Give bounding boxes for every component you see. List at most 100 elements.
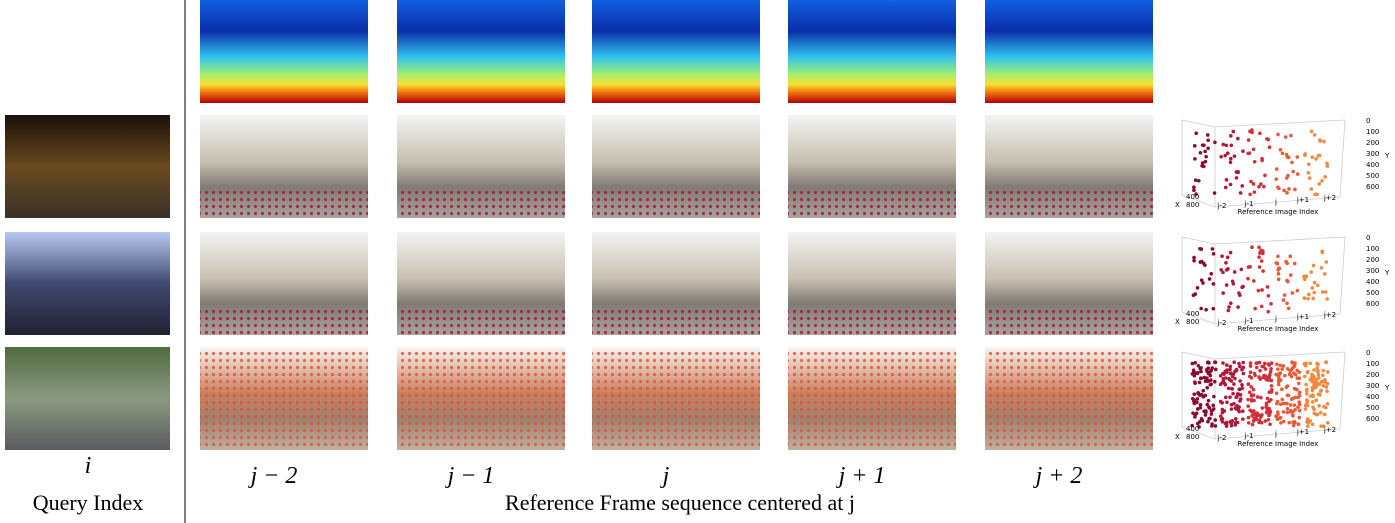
scatter-dot	[1204, 308, 1208, 312]
scatter-dot	[1312, 291, 1316, 295]
keypoint-overlay	[397, 307, 565, 335]
index-tick-label: j-1	[1244, 432, 1254, 440]
scatter-dot	[1198, 381, 1202, 385]
scatter-dot	[1317, 373, 1321, 377]
index-tick-label: j+1	[1296, 428, 1309, 436]
scatter-dot	[1212, 395, 1216, 399]
scatter-dot	[1285, 385, 1289, 389]
scatter-dot	[1314, 157, 1318, 161]
y-tick-label: 0	[1366, 117, 1370, 125]
scatter-dot	[1193, 292, 1197, 296]
scatter-dot	[1265, 137, 1269, 141]
scatter-dot	[1260, 159, 1264, 163]
scatter-dot	[1269, 370, 1273, 374]
scatter-dot	[1284, 260, 1288, 264]
scatter-dot	[1282, 364, 1286, 368]
scatter-dot	[1250, 128, 1254, 132]
scatter-dot	[1305, 389, 1309, 393]
scatter-dot	[1269, 367, 1273, 371]
keypoint-overlay	[788, 307, 956, 335]
scatter-dot	[1277, 383, 1281, 387]
scatter-dot	[1282, 189, 1286, 193]
index-tick-label: j-2	[1217, 319, 1227, 327]
scatter-dot	[1260, 406, 1264, 410]
scatter-dot	[1287, 307, 1291, 311]
scatter-dot	[1321, 251, 1325, 255]
scatter-dot	[1303, 278, 1307, 282]
scatter-dot	[1236, 305, 1240, 309]
scatter-dot	[1238, 399, 1242, 403]
scatter-dot	[1238, 294, 1242, 298]
scatter-dot	[1308, 361, 1312, 365]
scatter-dot	[1227, 305, 1231, 309]
scatter-dot	[1232, 382, 1236, 386]
scatter-dot	[1193, 144, 1197, 148]
scatter-dot	[1199, 376, 1203, 380]
scatter-dot	[1313, 133, 1317, 137]
scatter-dot	[1263, 174, 1267, 178]
scatter-dot	[1236, 170, 1240, 174]
scatter-dot	[1295, 155, 1299, 159]
scatter-dot	[1233, 270, 1237, 274]
scatter-dot	[1285, 153, 1289, 157]
scatter-dot	[1314, 398, 1318, 402]
scatter-dot	[1309, 270, 1313, 274]
scatter-dot	[1307, 293, 1311, 297]
scatter-dot	[1281, 152, 1285, 156]
scatter-dot	[1223, 382, 1227, 386]
scatter-dot	[1303, 375, 1307, 379]
scatter-dot	[1224, 261, 1228, 265]
frame-label: j + 1	[836, 463, 886, 489]
scatter-dot	[1293, 408, 1297, 412]
scatter-dot	[1223, 154, 1227, 158]
depth-map	[200, 0, 368, 103]
x-tick-label: 400	[1186, 425, 1199, 433]
scatter-dot	[1204, 409, 1208, 413]
scatter-dot	[1319, 389, 1323, 393]
scatter-dot	[1231, 279, 1235, 283]
scatter-dot	[1285, 191, 1289, 195]
scatter-dot	[1219, 155, 1223, 159]
scatter-dot	[1247, 265, 1251, 269]
scatter-dot	[1193, 413, 1197, 417]
scatter-dot	[1208, 406, 1212, 410]
scatter-dot	[1214, 424, 1218, 428]
scatter-dot	[1253, 372, 1257, 376]
scatter-dot	[1311, 297, 1315, 301]
scatter-dot	[1296, 376, 1300, 380]
scatter-dot	[1266, 397, 1270, 401]
scatter-dot	[1267, 362, 1271, 366]
scatter-3d-plot: 0100200300400500600Y400800Xj-2j-1jj+1j+2…	[1175, 117, 1390, 216]
scatter-dot	[1206, 360, 1210, 364]
scatter-dot	[1199, 307, 1203, 311]
x-tick-label: 800	[1186, 433, 1199, 441]
scatter-dot	[1255, 414, 1259, 418]
scatter-dot	[1229, 301, 1233, 305]
scatter-dot	[1219, 374, 1223, 378]
index-tick-label: j-1	[1244, 317, 1254, 325]
depth-map	[788, 0, 956, 103]
keypoint-overlay	[200, 352, 368, 450]
scatter-dot	[1317, 182, 1321, 186]
scatter-dot	[1267, 294, 1271, 298]
scatter-dot	[1260, 413, 1264, 417]
scatter-dot	[1268, 422, 1272, 426]
scatter-dot	[1194, 131, 1198, 135]
scatter-dot	[1279, 364, 1283, 368]
scatter-dot	[1204, 379, 1208, 383]
scatter-dot	[1285, 279, 1289, 283]
scatter-dot	[1226, 267, 1230, 271]
keypoint-overlay	[592, 352, 760, 450]
x-tick-label: 400	[1186, 193, 1199, 201]
query-image	[5, 232, 170, 335]
scatter-dot	[1323, 378, 1327, 382]
scatter-dot	[1213, 380, 1217, 384]
scatter-dot	[1240, 383, 1244, 387]
scatter-dot	[1203, 150, 1207, 154]
scatter-dot	[1192, 368, 1196, 372]
scatter-dot	[1290, 161, 1294, 165]
scatter-dot	[1229, 183, 1233, 187]
scatter-dot	[1231, 419, 1235, 423]
scatter-dot	[1287, 156, 1291, 160]
scatter-dot	[1205, 376, 1209, 380]
